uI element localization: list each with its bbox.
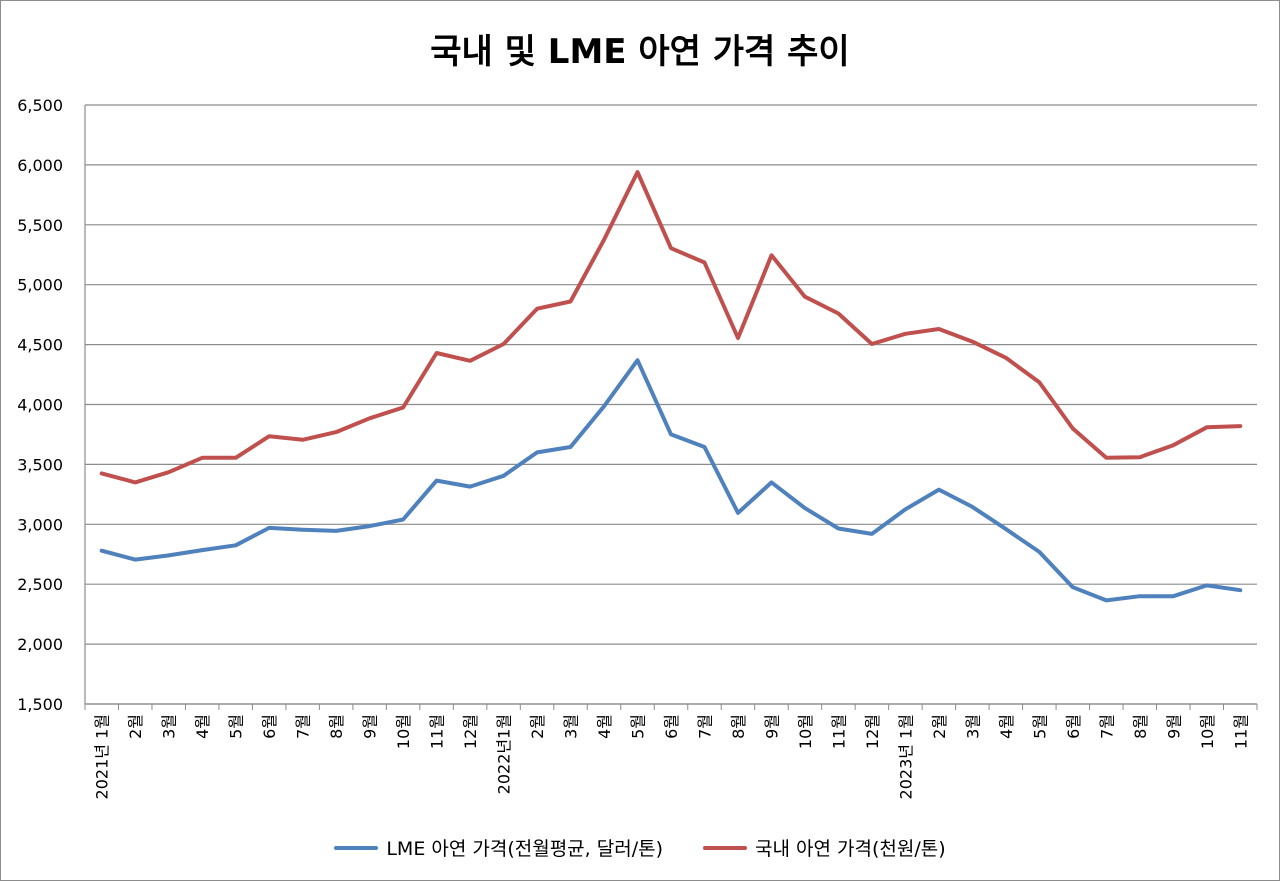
y-tick-label: 4,000 — [17, 396, 63, 415]
x-tick-label: 8월 — [327, 714, 346, 739]
x-tick-label: 5월 — [227, 714, 246, 739]
y-tick-label: 5,500 — [17, 216, 63, 235]
x-tick-label: 2월 — [930, 714, 949, 739]
x-tick-label: 4월 — [193, 714, 212, 739]
x-tick-label: 4월 — [595, 714, 614, 739]
y-tick-label: 3,000 — [17, 515, 63, 534]
x-tick-label: 10월 — [1198, 714, 1217, 749]
y-tick-label: 4,500 — [17, 336, 63, 355]
x-tick-label: 11월 — [829, 714, 848, 749]
x-tick-label: 12월 — [863, 714, 882, 749]
x-tick-label: 7월 — [294, 714, 313, 739]
x-tick-label: 6월 — [662, 714, 681, 739]
y-tick-label: 5,000 — [17, 276, 63, 295]
y-tick-label: 2,500 — [17, 575, 63, 594]
y-tick-label: 3,500 — [17, 455, 63, 474]
x-tick-label: 6월 — [1064, 714, 1083, 739]
legend-label-lme: LME 아연 가격(전월평균, 달러/톤) — [386, 838, 663, 860]
x-tick-label: 6월 — [260, 714, 279, 739]
x-tick-label: 7월 — [1097, 714, 1116, 739]
x-tick-label: 3월 — [160, 714, 179, 739]
y-tick-label: 2,000 — [17, 635, 63, 654]
x-tick-label: 9월 — [1164, 714, 1183, 739]
legend-swatch-lme — [334, 845, 379, 850]
x-tick-label: 9월 — [361, 714, 380, 739]
x-tick-label: 3월 — [562, 714, 581, 739]
chart-title: 국내 및 LME 아연 가격 추이 — [430, 32, 850, 72]
x-tick-label: 8월 — [1131, 714, 1150, 739]
x-tick-label: 9월 — [762, 714, 781, 739]
x-tick-label: 7월 — [695, 714, 714, 739]
x-tick-label: 11월 — [428, 714, 447, 749]
series-line-domestic — [99, 170, 1243, 485]
legend-item-domestic: 국내 아연 가격(천원/톤) — [703, 834, 946, 861]
legend-swatch-domestic — [703, 845, 747, 850]
legend-label-domestic: 국내 아연 가격(천원/톤) — [755, 838, 946, 860]
x-tick-label: 5월 — [1030, 714, 1049, 739]
x-tick-label: 12월 — [461, 714, 480, 749]
x-tick-label: 4월 — [997, 714, 1016, 739]
x-tick-label: 3월 — [963, 714, 982, 739]
x-tick-label: 10월 — [796, 714, 815, 749]
chart-legend: LME 아연 가격(전월평균, 달러/톤) 국내 아연 가격(천원/톤) — [0, 834, 1280, 861]
x-tick-label: 2022년1월 — [495, 714, 514, 794]
legend-item-lme: LME 아연 가격(전월평균, 달러/톤) — [334, 834, 663, 861]
x-tick-label: 2023년 1월 — [896, 714, 915, 799]
y-tick-label: 6,500 — [17, 96, 63, 115]
x-tick-label: 2월 — [126, 714, 145, 739]
x-tick-label: 11월 — [1231, 714, 1250, 749]
series-line-lme — [99, 358, 1243, 603]
y-tick-label: 1,500 — [17, 695, 63, 714]
x-tick-label: 10월 — [394, 714, 413, 749]
x-tick-label: 5월 — [629, 714, 648, 739]
y-tick-label: 6,000 — [17, 156, 63, 175]
x-tick-label: 8월 — [729, 714, 748, 739]
x-tick-label: 2021년 1월 — [93, 714, 112, 799]
x-tick-label: 2월 — [528, 714, 547, 739]
